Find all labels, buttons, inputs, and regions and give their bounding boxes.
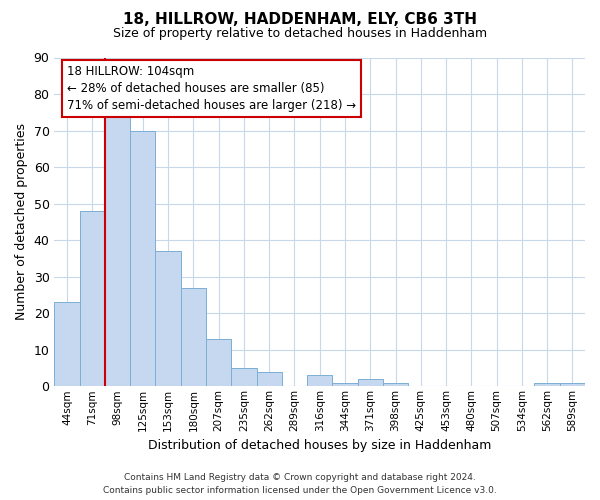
Bar [181,288,206,386]
Bar [307,376,332,386]
Bar [383,382,408,386]
Y-axis label: Number of detached properties: Number of detached properties [15,124,28,320]
Bar [358,379,383,386]
Bar [332,382,358,386]
Bar [257,372,282,386]
Bar [535,382,560,386]
Bar [105,112,130,386]
Text: 18 HILLROW: 104sqm
← 28% of detached houses are smaller (85)
71% of semi-detache: 18 HILLROW: 104sqm ← 28% of detached hou… [67,65,356,112]
X-axis label: Distribution of detached houses by size in Haddenham: Distribution of detached houses by size … [148,440,491,452]
Bar [155,251,181,386]
Bar [55,302,80,386]
Bar [206,339,231,386]
Text: 18, HILLROW, HADDENHAM, ELY, CB6 3TH: 18, HILLROW, HADDENHAM, ELY, CB6 3TH [123,12,477,28]
Bar [560,382,585,386]
Bar [80,211,105,386]
Bar [130,130,155,386]
Bar [231,368,257,386]
Text: Contains HM Land Registry data © Crown copyright and database right 2024.
Contai: Contains HM Land Registry data © Crown c… [103,474,497,495]
Text: Size of property relative to detached houses in Haddenham: Size of property relative to detached ho… [113,28,487,40]
